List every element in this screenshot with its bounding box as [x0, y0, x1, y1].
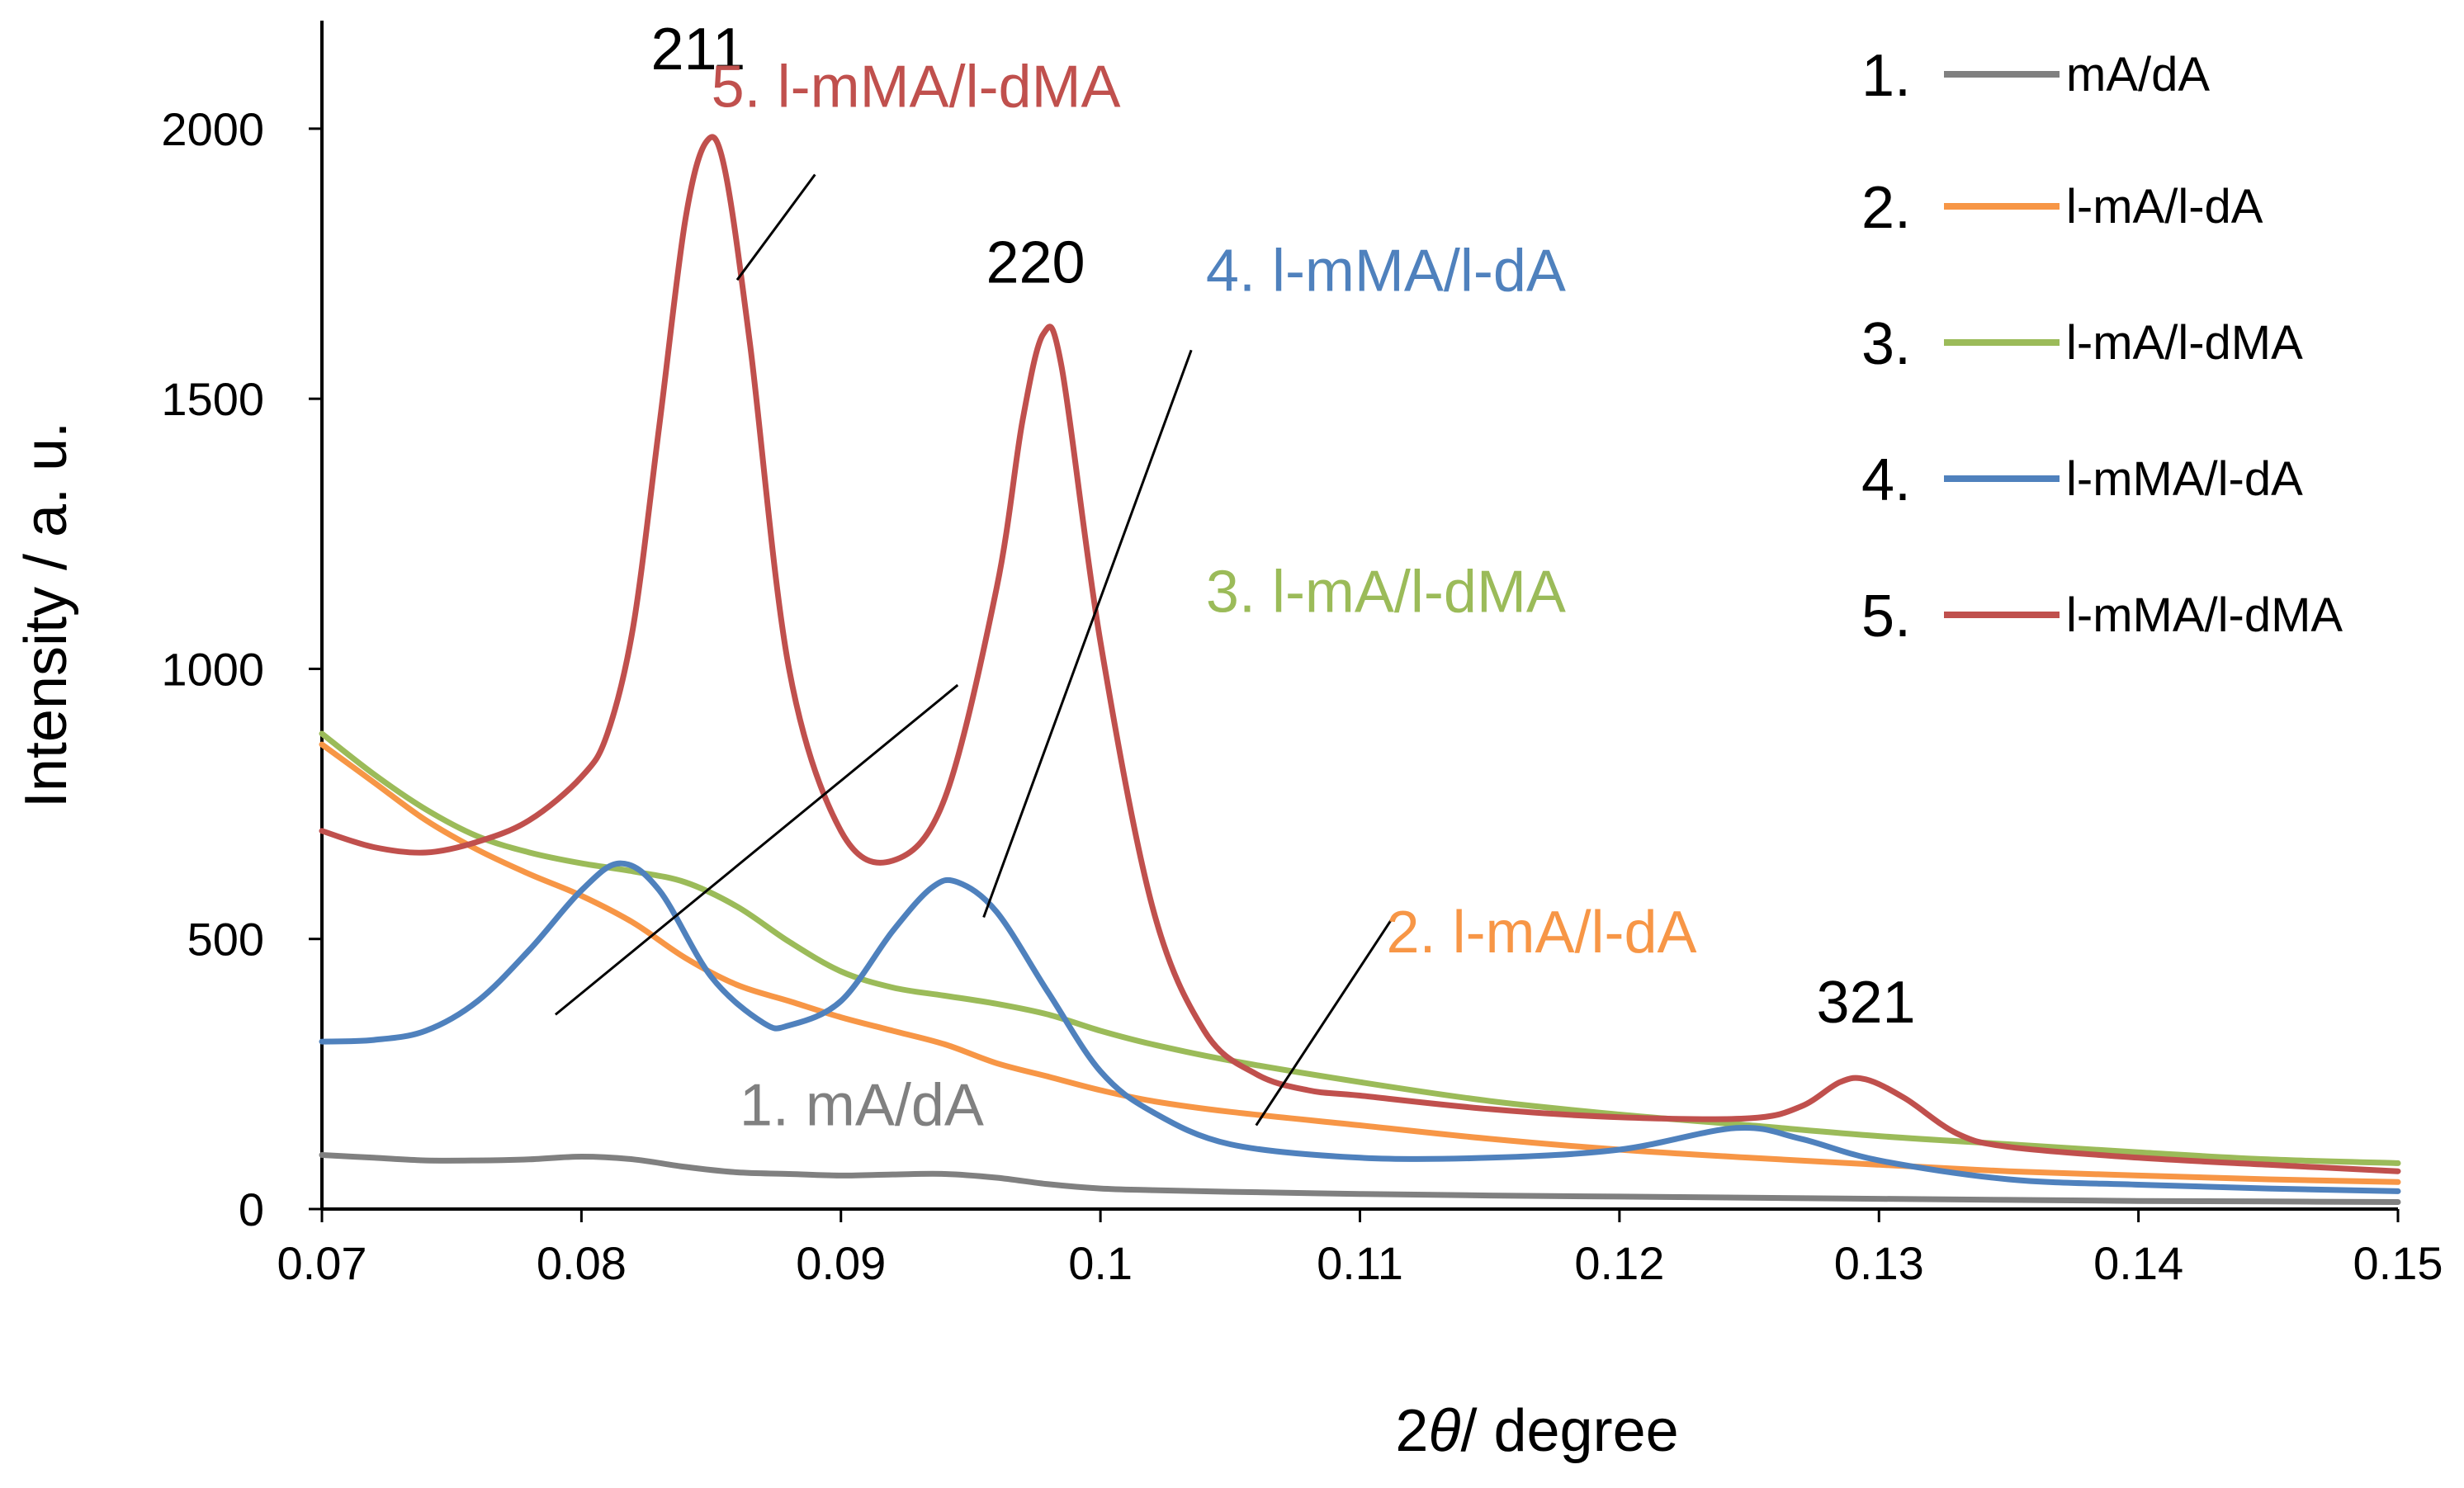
series-line-2: [319, 741, 2401, 1185]
x-tick-label: 0.13: [1834, 1237, 1924, 1289]
series-annotation-4: 4. l-mMA/l-dA: [1206, 238, 1566, 304]
annotation-leader-2: [1255, 919, 1393, 1127]
x-tick-label: 0.08: [537, 1237, 627, 1289]
x-tick-label: 0.07: [277, 1237, 367, 1289]
series-annotation-5: 5. l-mMA/l-dMA: [712, 54, 1121, 120]
x-axis-title-prefix: 2: [1395, 1398, 1428, 1464]
peak-label: 211: [650, 17, 745, 83]
y-axis-title: Intensity / a. u.: [13, 422, 79, 808]
x-tick-label: 0.15: [2353, 1237, 2443, 1289]
series-annotation-2: 2. l-mA/l-dA: [1387, 900, 1697, 966]
x-tick-label: 0.12: [1574, 1237, 1664, 1289]
y-tick-label: 500: [187, 914, 264, 966]
legend-label: l-mA/l-dA: [2066, 180, 2263, 234]
legend-label: l-mMA/l-dMA: [2066, 588, 2343, 642]
axes-layer: 0.07 0.08 0.09 0.1 0.11 0.12 0.13 0.14 0.15 0 500 1…: [161, 21, 2443, 1289]
legend-label: l-mMA/l-dA: [2066, 452, 2303, 506]
x-axis-title-suffix: / degree: [1460, 1398, 1678, 1464]
annotation-layer: 211 220 321 1. mA/dA 2. l-mA/l-dA 3. l-mA/l-d…: [554, 17, 1916, 1139]
legend-number: 5.: [1861, 583, 1911, 650]
legend-number: 1.: [1861, 43, 1911, 109]
series-annotation-1: 1. mA/dA: [740, 1073, 984, 1139]
legend-label: mA/dA: [2066, 48, 2210, 102]
series-line-4: [319, 860, 2401, 1194]
legend-number: 4.: [1861, 447, 1911, 513]
legend-label: l-mA/l-dMA: [2066, 316, 2303, 370]
x-tick-label: 0.09: [796, 1237, 886, 1289]
legend-number: 3.: [1861, 311, 1911, 377]
x-tick-label: 0.11: [1317, 1237, 1403, 1289]
annotation-leader-3: [554, 683, 959, 1016]
peak-label: 321: [1816, 970, 1915, 1036]
y-tick-label: 0: [239, 1183, 264, 1235]
x-tick-label: 0.1: [1068, 1237, 1133, 1289]
series-line-1: [319, 1152, 2401, 1205]
series-layer: [319, 134, 2401, 1205]
x-axis-title-theta: θ: [1428, 1398, 1460, 1464]
x-axis-title: 2θ/ degree: [1395, 1398, 1678, 1464]
series-annotation-3: 3. l-mA/l-dMA: [1206, 560, 1566, 626]
y-tick-label: 1000: [161, 643, 264, 695]
y-tick-label: 2000: [161, 103, 264, 155]
peak-label: 220: [986, 229, 1085, 295]
x-tick-label: 0.14: [2093, 1237, 2183, 1289]
legend: 1. mA/dA 2. l-mA/l-dA 3. l-mA/l-dMA 4. l-mMA/l-…: [1861, 43, 2343, 650]
annotation-leader-4: [982, 349, 1193, 919]
annotation-leader-5: [735, 173, 816, 281]
legend-number: 2.: [1861, 175, 1911, 241]
y-tick-label: 1500: [161, 373, 264, 425]
series-line-3: [319, 730, 2401, 1166]
series-line-5: [319, 134, 2401, 1174]
